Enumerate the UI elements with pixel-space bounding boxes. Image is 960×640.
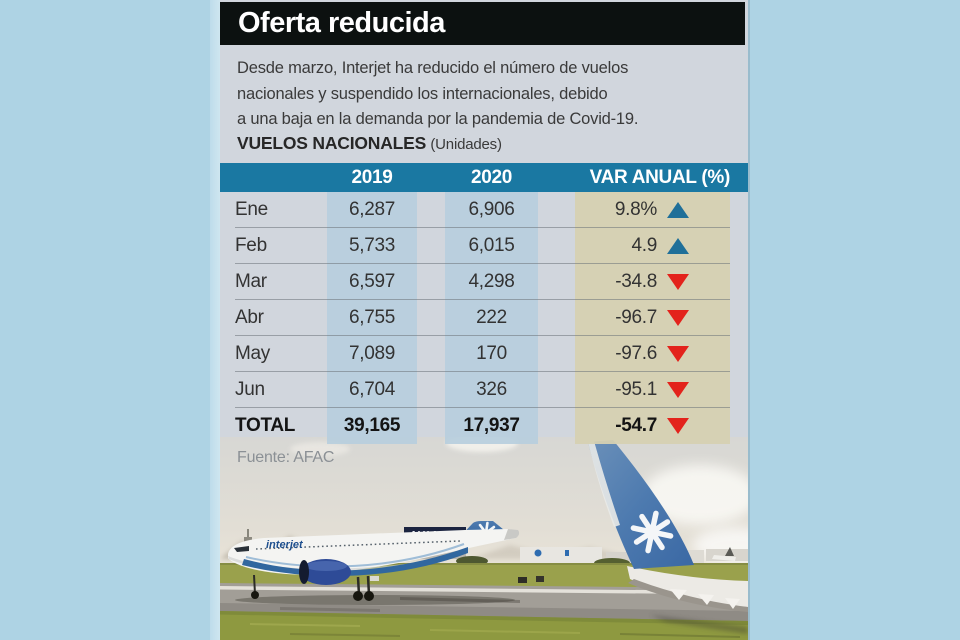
row-2019-value: 39,165: [343, 415, 401, 436]
column-header-2020: 2020: [470, 167, 513, 188]
cloud: [290, 442, 350, 456]
runway: [220, 583, 748, 622]
row-var-value: 4.9: [631, 235, 657, 256]
row-2019-value: 5,733: [348, 235, 396, 256]
row-var-value: -54.7: [615, 415, 657, 436]
table-row: Mar 6,597 4,298 -34.8: [235, 264, 730, 300]
trend-triangle-icon: [667, 238, 689, 254]
table-row: Feb 5,733 6,015 4.9: [235, 228, 730, 264]
cockpit-windows: [234, 546, 249, 552]
table-row: Jun 6,704 326 -95.1: [235, 372, 730, 408]
winglet-shadow: [650, 615, 748, 634]
winglet-star-icon: [630, 510, 674, 554]
fuselage: [228, 529, 518, 575]
page-title: Oferta reducida: [238, 7, 445, 39]
table-row: Ene 6,287 6,906 9.8%: [235, 192, 730, 228]
trend-triangle-icon: [667, 382, 689, 398]
row-month: Abr: [235, 307, 264, 328]
trend-triangle-icon: [667, 274, 689, 290]
row-2019-value: 7,089: [348, 343, 396, 364]
row-2019-value: 6,287: [348, 199, 396, 220]
row-2020-value: 6,906: [468, 199, 515, 220]
table-body: Ene 6,287 6,906 9.8% Feb 5,733 6,015 4.9…: [235, 192, 730, 444]
cloud: [642, 465, 748, 525]
row-var-value: 9.8%: [614, 199, 657, 220]
row-month: Mar: [235, 271, 267, 292]
row-2019-value: 6,704: [348, 379, 396, 400]
row-month: Feb: [235, 235, 267, 256]
intro-text: Desde marzo, Interjet ha reducido el núm…: [237, 59, 639, 128]
foreground-winglet: [588, 440, 748, 612]
row-var-value: -97.6: [615, 343, 657, 364]
column-header-var: VAR ANUAL (%): [589, 167, 731, 188]
trend-triangle-icon: [667, 202, 689, 218]
interjet-airplane: interjet: [228, 521, 520, 605]
row-2020-value: 222: [476, 307, 507, 328]
title-banner: Oferta reducida: [220, 2, 745, 45]
row-month: Ene: [235, 199, 268, 220]
row-month: Jun: [235, 379, 265, 400]
row-var-value: -96.7: [615, 307, 657, 328]
row-2020-value: 170: [476, 343, 507, 364]
row-month: May: [235, 343, 270, 364]
row-2020-value: 326: [476, 379, 507, 400]
column-strip-2020: [445, 192, 538, 444]
section-title: VUELOS NACIONALES: [237, 133, 427, 153]
trend-triangle-icon: [667, 310, 689, 326]
row-2020-value: 4,298: [468, 271, 515, 292]
row-2019-value: 6,755: [348, 307, 396, 328]
engine: [299, 559, 351, 585]
card-left-highlight: [210, 0, 220, 640]
row-var-value: -95.1: [615, 379, 657, 400]
airport-photo: AVIACSA: [220, 437, 748, 640]
window-row: [255, 540, 461, 550]
column-strip-2019: [327, 192, 417, 444]
row-month: TOTAL: [235, 415, 296, 436]
row-2020-value: 17,937: [463, 415, 520, 436]
table-header: 2019 2020 VAR ANUAL (%): [220, 163, 748, 192]
source-label: Fuente: AFAC: [237, 449, 335, 466]
table-row: Abr 6,755 222 -96.7: [235, 300, 730, 336]
trend-triangle-icon: [667, 346, 689, 362]
section-unit: (Unidades): [430, 136, 502, 153]
table-row: May 7,089 170 -97.6: [235, 336, 730, 372]
interjet-fuselage-logo: interjet: [266, 539, 304, 551]
section-heading: VUELOS NACIONALES (Unidades): [237, 133, 502, 154]
infographic-card: AVIACSA: [220, 0, 748, 640]
row-var-value: -34.8: [615, 271, 657, 292]
foreground-grass: [220, 611, 748, 640]
column-strip-var: [575, 192, 730, 444]
belly-swoosh: [242, 547, 468, 577]
column-header-2019: 2019: [351, 167, 393, 188]
row-2019-value: 6,597: [348, 271, 396, 292]
trend-triangle-icon: [667, 418, 689, 434]
row-2020-value: 6,015: [468, 235, 515, 256]
table-row-total: TOTAL 39,165 17,937 -54.7: [235, 408, 730, 444]
